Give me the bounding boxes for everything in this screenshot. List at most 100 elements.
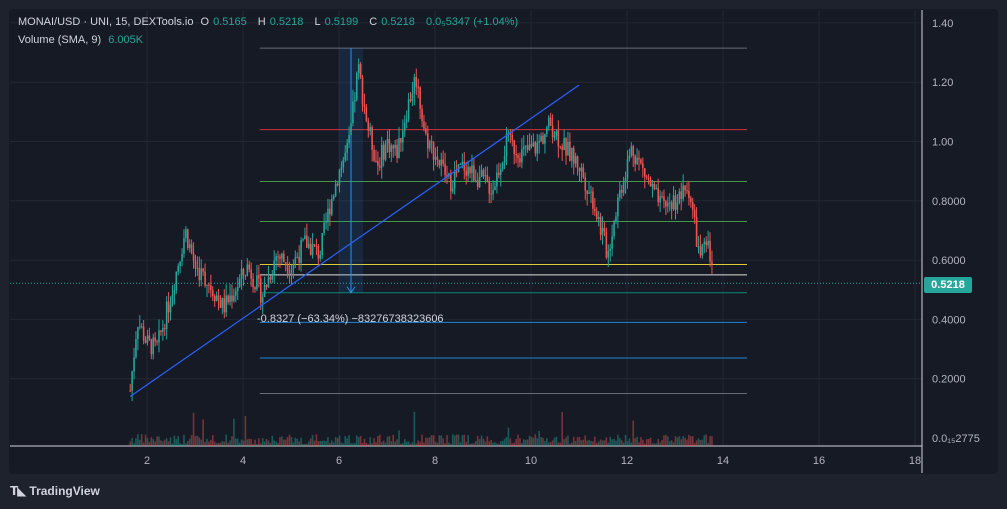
- candle-body: [223, 297, 226, 313]
- volume-bar: [386, 436, 389, 446]
- candle-body: [461, 161, 464, 165]
- volume-bar: [697, 438, 700, 446]
- candle-body: [576, 156, 579, 168]
- chart-frame[interactable]: [9, 9, 998, 474]
- candle-body: [557, 130, 560, 147]
- candle-body: [202, 268, 204, 272]
- volume-bar: [592, 441, 594, 446]
- candle-body: [254, 287, 256, 290]
- candle-body: [244, 275, 247, 277]
- volume-label[interactable]: Volume (SMA, 9): [18, 34, 102, 46]
- volume-bar: [620, 440, 623, 446]
- candle-body: [440, 159, 443, 166]
- volume-bar: [528, 435, 531, 446]
- candle-body: [471, 165, 473, 174]
- volume-bar: [240, 439, 243, 446]
- volume-bar: [711, 436, 713, 446]
- candle-body: [154, 337, 156, 342]
- x-tick-label: 16: [813, 455, 825, 467]
- candle-body: [643, 168, 646, 177]
- candle-body: [204, 271, 206, 286]
- volume-bar: [187, 440, 189, 446]
- volume-bar: [547, 442, 550, 446]
- volume-bar: [511, 443, 514, 446]
- candle-body: [674, 195, 677, 210]
- candle-body: [332, 196, 335, 200]
- volume-bar: [156, 436, 158, 446]
- candle-body: [551, 125, 554, 138]
- volume-bar: [365, 442, 368, 446]
- volume-bar: [624, 434, 627, 446]
- volume-bar: [354, 443, 356, 446]
- candle-body: [559, 146, 562, 148]
- candle-body: [697, 246, 700, 248]
- volume-bar: [576, 436, 579, 446]
- candle-body: [348, 134, 350, 144]
- volume-bar: [334, 437, 337, 446]
- volume-bar: [129, 441, 131, 446]
- volume-bar: [258, 438, 260, 446]
- candle-body: [258, 275, 260, 279]
- candle-body: [173, 290, 176, 295]
- candle-body: [661, 196, 663, 198]
- volume-bar: [699, 439, 702, 446]
- legend-symbol[interactable]: MONAI/USD · UNI, 15, DEXTools.io: [18, 16, 194, 28]
- candle-body: [436, 156, 439, 160]
- candle-body: [428, 141, 431, 149]
- volume-bar: [236, 438, 239, 446]
- candle-body: [521, 148, 523, 163]
- candle-body: [152, 337, 155, 355]
- y-tick-label: 0.4000: [932, 314, 966, 326]
- candle-body: [496, 172, 498, 187]
- volume-bar: [371, 443, 373, 446]
- candle-body: [482, 169, 485, 177]
- candle-body: [327, 208, 329, 223]
- volume-bar: [338, 435, 341, 446]
- volume-bar: [242, 440, 245, 446]
- candle-body: [542, 135, 544, 144]
- volume-bar: [177, 436, 179, 446]
- candle-body: [484, 175, 487, 177]
- candle-body: [129, 390, 131, 392]
- tradingview-brand[interactable]: 𝗧◣ TradingView: [10, 484, 100, 498]
- volume-bar: [196, 435, 199, 446]
- volume-bar: [288, 434, 291, 446]
- candle-body: [503, 155, 506, 163]
- candle-body: [231, 295, 233, 302]
- volume-bar: [188, 438, 191, 446]
- candle-body: [595, 211, 598, 219]
- volume-bar: [419, 441, 421, 446]
- volume-bar: [453, 435, 456, 446]
- volume-bar: [674, 436, 677, 446]
- candle-body: [469, 167, 471, 174]
- volume-bar: [225, 434, 227, 446]
- volume-bar: [668, 441, 671, 446]
- legend-ohlc: MONAI/USD · UNI, 15, DEXTools.io O 0.5165…: [18, 16, 522, 28]
- candle-body: [444, 163, 446, 175]
- candle-body: [133, 357, 135, 372]
- volume-bar: [300, 437, 302, 446]
- x-tick-label: 14: [717, 455, 729, 467]
- change-value: 0.0₅5347 (+1.04%): [425, 16, 519, 28]
- candle-body: [246, 264, 249, 276]
- volume-bar: [588, 439, 590, 446]
- candle-body: [415, 76, 418, 88]
- candle-body: [528, 144, 531, 150]
- candle-body: [146, 335, 149, 343]
- volume-bar: [611, 439, 613, 446]
- volume-bar: [507, 427, 510, 446]
- volume-bar: [348, 435, 350, 446]
- volume-bar: [705, 434, 707, 446]
- candle-body: [210, 285, 212, 291]
- volume-bar: [567, 435, 569, 446]
- volume-bar: [332, 442, 335, 446]
- volume-bar: [152, 439, 155, 446]
- volume-bar: [407, 441, 410, 446]
- candle-body: [480, 169, 483, 178]
- candle-body: [221, 297, 224, 308]
- volume-bar: [350, 443, 352, 446]
- candle-body: [599, 216, 602, 236]
- volume-bar: [444, 443, 446, 446]
- volume-bar: [342, 443, 345, 446]
